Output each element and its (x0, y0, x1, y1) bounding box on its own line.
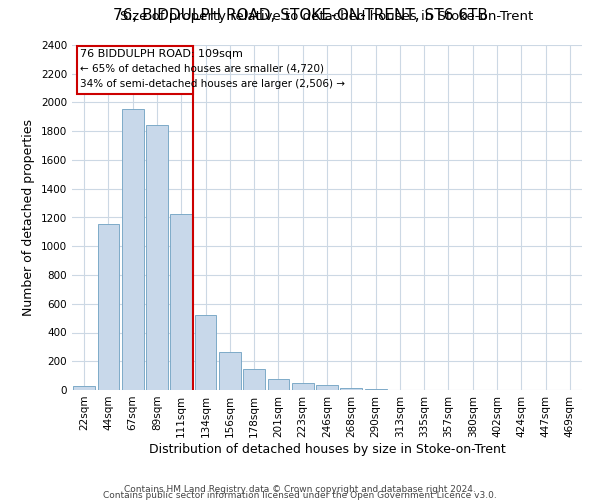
FancyBboxPatch shape (77, 46, 193, 94)
Text: ← 65% of detached houses are smaller (4,720): ← 65% of detached houses are smaller (4,… (80, 64, 325, 74)
Text: Contains HM Land Registry data © Crown copyright and database right 2024.: Contains HM Land Registry data © Crown c… (124, 485, 476, 494)
Title: Size of property relative to detached houses in Stoke-on-Trent: Size of property relative to detached ho… (121, 10, 533, 23)
Bar (219, 352, 241, 390)
Bar (268, 379, 289, 390)
Text: Contains public sector information licensed under the Open Government Licence v3: Contains public sector information licen… (103, 490, 497, 500)
Bar (194, 316, 217, 390)
Bar (73, 386, 95, 390)
Bar (340, 388, 362, 390)
Y-axis label: Number of detached properties: Number of detached properties (22, 119, 35, 316)
Bar (97, 224, 119, 390)
Bar (365, 389, 386, 390)
Bar (292, 383, 314, 390)
Bar (316, 384, 338, 390)
Bar (122, 109, 143, 390)
Text: 76, BIDDULPH ROAD, STOKE-ON-TRENT, ST6 6TB: 76, BIDDULPH ROAD, STOKE-ON-TRENT, ST6 6… (113, 8, 487, 22)
Bar (170, 214, 192, 390)
Bar (243, 368, 265, 390)
Bar (146, 126, 168, 390)
Text: 34% of semi-detached houses are larger (2,506) →: 34% of semi-detached houses are larger (… (80, 78, 346, 88)
X-axis label: Distribution of detached houses by size in Stoke-on-Trent: Distribution of detached houses by size … (149, 442, 505, 456)
Text: 76 BIDDULPH ROAD: 109sqm: 76 BIDDULPH ROAD: 109sqm (80, 49, 244, 59)
